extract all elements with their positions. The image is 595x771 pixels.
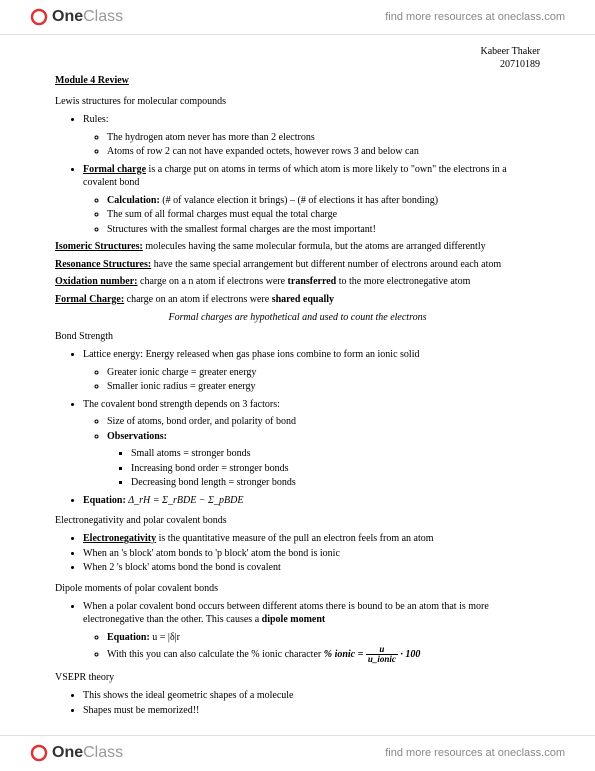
logo-one: One	[52, 744, 83, 761]
dipole-eq: u = |δ|r	[152, 632, 180, 643]
s4-list: When a polar covalent bond occurs betwee…	[55, 600, 540, 665]
rule-1: The hydrogen atom never has more than 2 …	[107, 131, 540, 145]
pct-lhs: % ionic =	[324, 649, 366, 660]
footer-logo: OneClass	[30, 744, 123, 762]
covalent-text: The covalent bond strength depends on 3 …	[83, 399, 280, 410]
s3-list: Electronegativity is the quantitative me…	[55, 532, 540, 575]
obs-1: Small atoms = stronger bonds	[131, 447, 540, 461]
obs-label: Observations:	[107, 431, 167, 442]
s5-heading: VSEPR theory	[55, 672, 540, 683]
author-block: Kabeer Thaker 20710189	[55, 45, 540, 71]
s1-heading: Lewis structures for molecular compounds	[55, 96, 540, 107]
calc-text: (# of valance election it brings) – (# o…	[160, 195, 438, 206]
en-label: Electronegativity	[83, 533, 156, 544]
iso-label: Isomeric Structures:	[55, 241, 143, 252]
rule-2: Atoms of row 2 can not have expanded oct…	[107, 145, 540, 159]
formal-charge-item: Formal charge is a charge put on atoms i…	[83, 163, 540, 237]
page-body: Kabeer Thaker 20710189 Module 4 Review L…	[0, 35, 595, 771]
dipole-eq-label: Equation:	[107, 632, 152, 643]
bond-eq: Δ_rH = Σ_rBDE − Σ_pBDE	[128, 495, 243, 506]
logo-class: Class	[83, 744, 123, 761]
en-text: is the quantitative measure of the pull …	[156, 533, 433, 544]
def-formal-charge: Formal Charge: charge on an atom if elec…	[55, 293, 540, 307]
author-name: Kabeer Thaker	[55, 45, 540, 58]
ionic-pct-text: With this you can also calculate the % i…	[107, 649, 324, 660]
fc2-text1: charge on an atom if electrons were	[124, 294, 272, 305]
ox-bold: transferred	[288, 276, 337, 287]
s2-heading: Bond Strength	[55, 331, 540, 342]
obs-item: Observations: Small atoms = stronger bon…	[107, 430, 540, 490]
ox-text1: charge on a n atom if electrons were	[138, 276, 288, 287]
frac-den: u_ionic	[366, 655, 398, 664]
fc-note: Formal charges are hypothetical and used…	[55, 312, 540, 323]
logo-one: One	[52, 8, 83, 25]
en-item: Electronegativity is the quantitative me…	[83, 532, 540, 546]
eq-label: Equation:	[83, 495, 128, 506]
s5-b1: This shows the ideal geometric shapes of…	[83, 689, 540, 703]
dipole-bold: dipole moment	[262, 614, 326, 625]
calc-label: Calculation:	[107, 195, 160, 206]
page-title: Module 4 Review	[55, 75, 540, 86]
s3-b3: When 2 's block' atoms bond the bond is …	[83, 561, 540, 575]
dipole-eq-item: Equation: u = |δ|r	[107, 631, 540, 645]
fc-text: is a charge put on atoms in terms of whi…	[83, 164, 507, 189]
bond-eq-item: Equation: Δ_rH = Σ_rBDE − Σ_pBDE	[83, 494, 540, 508]
def-resonance: Resonance Structures: have the same spec…	[55, 258, 540, 272]
header-tagline: find more resources at oneclass.com	[385, 11, 565, 23]
cov-factors: Size of atoms, bond order, and polarity …	[107, 415, 540, 429]
footer-tagline: find more resources at oneclass.com	[385, 747, 565, 759]
fc-calc: Calculation: (# of valance election it b…	[107, 194, 540, 208]
iso-text: molecules having the same molecular form…	[143, 241, 486, 252]
fc-sum: The sum of all formal charges must equal…	[107, 208, 540, 222]
lattice-text: Lattice energy: Energy released when gas…	[83, 349, 419, 360]
ox-label: Oxidation number:	[55, 276, 138, 287]
covalent-item: The covalent bond strength depends on 3 …	[83, 398, 540, 490]
header-bar: OneClass find more resources at oneclass…	[0, 0, 595, 35]
rules-item: Rules: The hydrogen atom never has more …	[83, 113, 540, 159]
obs-3: Decreasing bond length = stronger bonds	[131, 476, 540, 490]
lattice-a: Greater ionic charge = greater energy	[107, 366, 540, 380]
logo-icon	[30, 8, 48, 26]
fc2-label: Formal Charge:	[55, 294, 124, 305]
s3-heading: Electronegativity and polar covalent bon…	[55, 515, 540, 526]
s5-list: This shows the ideal geometric shapes of…	[55, 689, 540, 717]
author-id: 20710189	[55, 58, 540, 71]
fc-smallest: Structures with the smallest formal char…	[107, 223, 540, 237]
pct-frac: uu_ionic	[366, 645, 398, 664]
fc-label: Formal charge	[83, 164, 146, 175]
ionic-pct-item: With this you can also calculate the % i…	[107, 645, 540, 664]
def-oxidation: Oxidation number: charge on a n atom if …	[55, 275, 540, 289]
s3-b2: When an 's block' atom bonds to 'p block…	[83, 547, 540, 561]
res-label: Resonance Structures:	[55, 259, 151, 270]
fc2-bold: shared equally	[272, 294, 334, 305]
footer-bar: OneClass find more resources at oneclass…	[0, 735, 595, 770]
ox-text2: to the more electronegative atom	[336, 276, 470, 287]
s1-list: Rules: The hydrogen atom never has more …	[55, 113, 540, 236]
lattice-item: Lattice energy: Energy released when gas…	[83, 348, 540, 394]
obs-2: Increasing bond order = stronger bonds	[131, 462, 540, 476]
logo-class: Class	[83, 8, 123, 25]
res-text: have the same special arrangement but di…	[151, 259, 501, 270]
s4-heading: Dipole moments of polar covalent bonds	[55, 583, 540, 594]
s2-list: Lattice energy: Energy released when gas…	[55, 348, 540, 507]
rules-label: Rules:	[83, 114, 109, 125]
lattice-b: Smaller ionic radius = greater energy	[107, 380, 540, 394]
s5-b2: Shapes must be memorized!!	[83, 704, 540, 718]
def-isomeric: Isomeric Structures: molecules having th…	[55, 240, 540, 254]
pct-tail: · 100	[398, 649, 421, 660]
logo: OneClass	[30, 8, 123, 26]
logo-icon	[30, 744, 48, 762]
dipole-item: When a polar covalent bond occurs betwee…	[83, 600, 540, 665]
